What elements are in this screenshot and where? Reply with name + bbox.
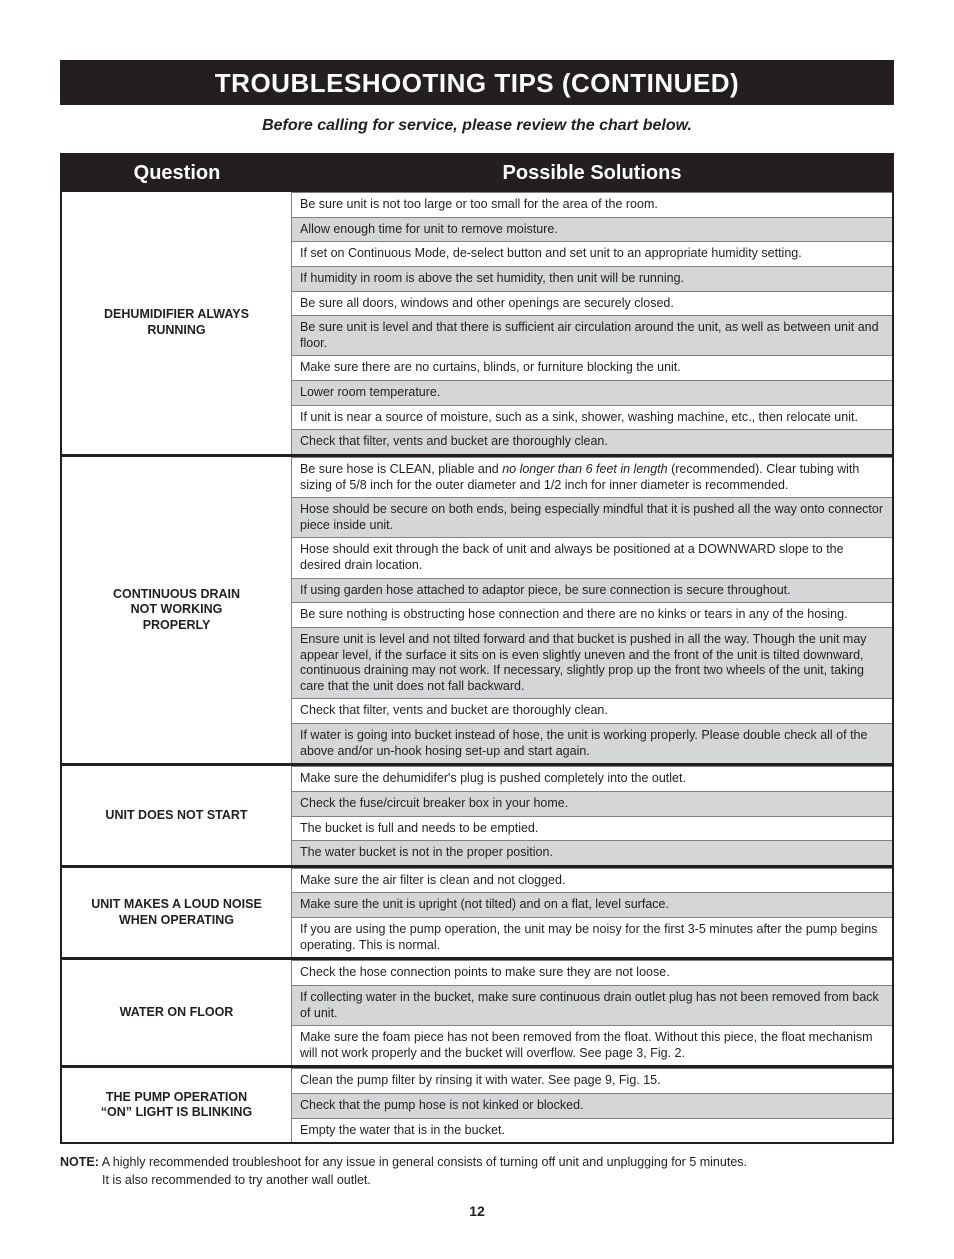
question-cell: UNIT DOES NOT START — [62, 766, 292, 865]
solution-cell: Be sure unit is not too large or too sma… — [292, 192, 892, 217]
table-row: UNIT DOES NOT STARTMake sure the dehumid… — [62, 766, 892, 791]
solution-cell: Check that filter, vents and bucket are … — [292, 698, 892, 723]
question-cell: THE PUMP OPERATION“ON” LIGHT IS BLINKING — [62, 1068, 292, 1142]
question-cell: CONTINUOUS DRAINNOT WORKINGPROPERLY — [62, 457, 292, 763]
solution-cell: Make sure the foam piece has not been re… — [292, 1025, 892, 1065]
question-cell: DEHUMIDIFIER ALWAYSRUNNING — [62, 192, 292, 454]
solution-cell: Be sure all doors, windows and other ope… — [292, 291, 892, 316]
page-title: TROUBLESHOOTING TIPS (CONTINUED) — [60, 68, 894, 99]
solution-cell: Make sure the dehumidifer's plug is push… — [292, 766, 892, 791]
solution-cell: If using garden hose attached to adaptor… — [292, 578, 892, 603]
solution-cell: Check the fuse/circuit breaker box in yo… — [292, 791, 892, 816]
note-line-1: A highly recommended troubleshoot for an… — [102, 1155, 747, 1169]
header-question: Question — [62, 155, 292, 192]
solution-cell: Be sure hose is CLEAN, pliable and no lo… — [292, 457, 892, 497]
solution-cell: Make sure there are no curtains, blinds,… — [292, 355, 892, 380]
solution-cell: If humidity in room is above the set hum… — [292, 266, 892, 291]
table-row: UNIT MAKES A LOUD NOISEWHEN OPERATINGMak… — [62, 868, 892, 893]
solution-cell: If collecting water in the bucket, make … — [292, 985, 892, 1025]
subtitle: Before calling for service, please revie… — [60, 117, 894, 135]
solution-cell: The bucket is full and needs to be empti… — [292, 816, 892, 841]
solution-cell: Make sure the unit is upright (not tilte… — [292, 892, 892, 917]
title-bar: TROUBLESHOOTING TIPS (CONTINUED) — [60, 60, 894, 105]
note-label: NOTE: — [60, 1155, 99, 1169]
solution-cell: Ensure unit is level and not tilted forw… — [292, 627, 892, 699]
solution-cell: Hose should be secure on both ends, bein… — [292, 497, 892, 537]
solution-cell: Clean the pump filter by rinsing it with… — [292, 1068, 892, 1093]
troubleshooting-table: Question Possible Solutions DEHUMIDIFIER… — [60, 153, 894, 1144]
note-line-2: It is also recommended to try another wa… — [102, 1172, 894, 1190]
solution-cell: Lower room temperature. — [292, 380, 892, 405]
solution-cell: If set on Continuous Mode, de-select but… — [292, 241, 892, 266]
solution-cell: If you are using the pump operation, the… — [292, 917, 892, 957]
solution-cell: Make sure the air filter is clean and no… — [292, 868, 892, 893]
table-row: DEHUMIDIFIER ALWAYSRUNNINGBe sure unit i… — [62, 192, 892, 217]
solution-cell: Check the hose connection points to make… — [292, 960, 892, 985]
solution-cell: The water bucket is not in the proper po… — [292, 840, 892, 865]
solution-cell: Be sure nothing is obstructing hose conn… — [292, 602, 892, 627]
solution-cell: Hose should exit through the back of uni… — [292, 537, 892, 577]
solution-cell: Empty the water that is in the bucket. — [292, 1118, 892, 1143]
table-row: THE PUMP OPERATION“ON” LIGHT IS BLINKING… — [62, 1068, 892, 1093]
note-block: NOTE: A highly recommended troubleshoot … — [60, 1154, 894, 1189]
solution-cell: If unit is near a source of moisture, su… — [292, 405, 892, 430]
solution-cell: Check that the pump hose is not kinked o… — [292, 1093, 892, 1118]
header-solutions: Possible Solutions — [292, 155, 892, 192]
page-container: TROUBLESHOOTING TIPS (CONTINUED) Before … — [0, 0, 954, 1259]
table-row: CONTINUOUS DRAINNOT WORKINGPROPERLYBe su… — [62, 457, 892, 497]
question-cell: WATER ON FLOOR — [62, 960, 292, 1065]
question-cell: UNIT MAKES A LOUD NOISEWHEN OPERATING — [62, 868, 292, 958]
page-number: 12 — [60, 1203, 894, 1219]
solution-cell: Allow enough time for unit to remove moi… — [292, 217, 892, 242]
solution-cell: Be sure unit is level and that there is … — [292, 315, 892, 355]
solution-cell: Check that filter, vents and bucket are … — [292, 429, 892, 454]
solution-cell: If water is going into bucket instead of… — [292, 723, 892, 763]
table-row: WATER ON FLOORCheck the hose connection … — [62, 960, 892, 985]
